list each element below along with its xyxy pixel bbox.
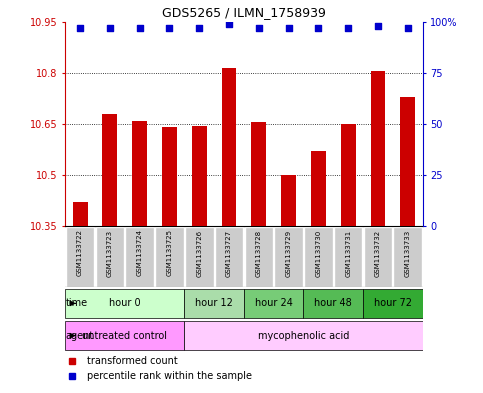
Text: GSM1133728: GSM1133728	[256, 230, 262, 277]
Text: percentile rank within the sample: percentile rank within the sample	[86, 371, 252, 381]
Bar	[132, 121, 147, 226]
Point	[374, 22, 382, 29]
Point	[314, 25, 322, 31]
Bar	[274, 227, 303, 286]
Bar	[185, 227, 213, 286]
Point	[225, 20, 233, 27]
Text: GSM1133733: GSM1133733	[405, 230, 411, 277]
Point	[255, 25, 263, 31]
Point	[404, 25, 412, 31]
Bar	[96, 227, 124, 286]
Bar	[370, 71, 385, 226]
Text: GSM1133722: GSM1133722	[77, 230, 83, 276]
Bar	[102, 114, 117, 226]
Text: GSM1133731: GSM1133731	[345, 230, 351, 277]
Text: GSM1133729: GSM1133729	[285, 230, 292, 277]
Bar	[72, 202, 87, 226]
Bar	[363, 289, 423, 318]
Text: time: time	[66, 298, 88, 309]
Bar	[334, 227, 362, 286]
Point	[166, 25, 173, 31]
Point	[344, 25, 352, 31]
Text: GSM1133724: GSM1133724	[137, 230, 142, 276]
Text: GSM1133727: GSM1133727	[226, 230, 232, 277]
Text: GSM1133723: GSM1133723	[107, 230, 113, 277]
Bar	[65, 321, 185, 350]
Bar	[394, 227, 422, 286]
Text: mycophenolic acid: mycophenolic acid	[258, 331, 349, 341]
Bar	[244, 289, 303, 318]
Bar	[364, 227, 392, 286]
Bar	[155, 227, 184, 286]
Text: hour 0: hour 0	[109, 298, 141, 309]
Text: hour 72: hour 72	[374, 298, 412, 309]
Text: hour 24: hour 24	[255, 298, 293, 309]
Bar	[304, 227, 333, 286]
Bar	[251, 122, 266, 226]
Text: untreated control: untreated control	[82, 331, 167, 341]
Text: GSM1133725: GSM1133725	[167, 230, 172, 276]
Point	[285, 25, 293, 31]
Text: hour 12: hour 12	[195, 298, 233, 309]
Bar	[192, 126, 207, 226]
Text: GSM1133732: GSM1133732	[375, 230, 381, 277]
Bar	[66, 227, 94, 286]
Bar	[185, 289, 244, 318]
Bar	[65, 289, 185, 318]
Bar	[303, 289, 363, 318]
Bar	[126, 227, 154, 286]
Bar	[185, 321, 423, 350]
Title: GDS5265 / ILMN_1758939: GDS5265 / ILMN_1758939	[162, 6, 326, 19]
Text: transformed count: transformed count	[86, 356, 177, 366]
Bar	[244, 227, 273, 286]
Text: GSM1133730: GSM1133730	[315, 230, 321, 277]
Point	[106, 25, 114, 31]
Text: hour 48: hour 48	[314, 298, 352, 309]
Bar	[311, 151, 326, 226]
Point	[136, 25, 143, 31]
Bar	[341, 124, 355, 226]
Bar	[215, 227, 243, 286]
Bar	[222, 68, 237, 226]
Bar	[400, 97, 415, 226]
Text: GSM1133726: GSM1133726	[196, 230, 202, 277]
Bar	[162, 127, 177, 226]
Point	[196, 25, 203, 31]
Point	[76, 25, 84, 31]
Text: agent: agent	[66, 331, 94, 341]
Bar	[281, 175, 296, 226]
